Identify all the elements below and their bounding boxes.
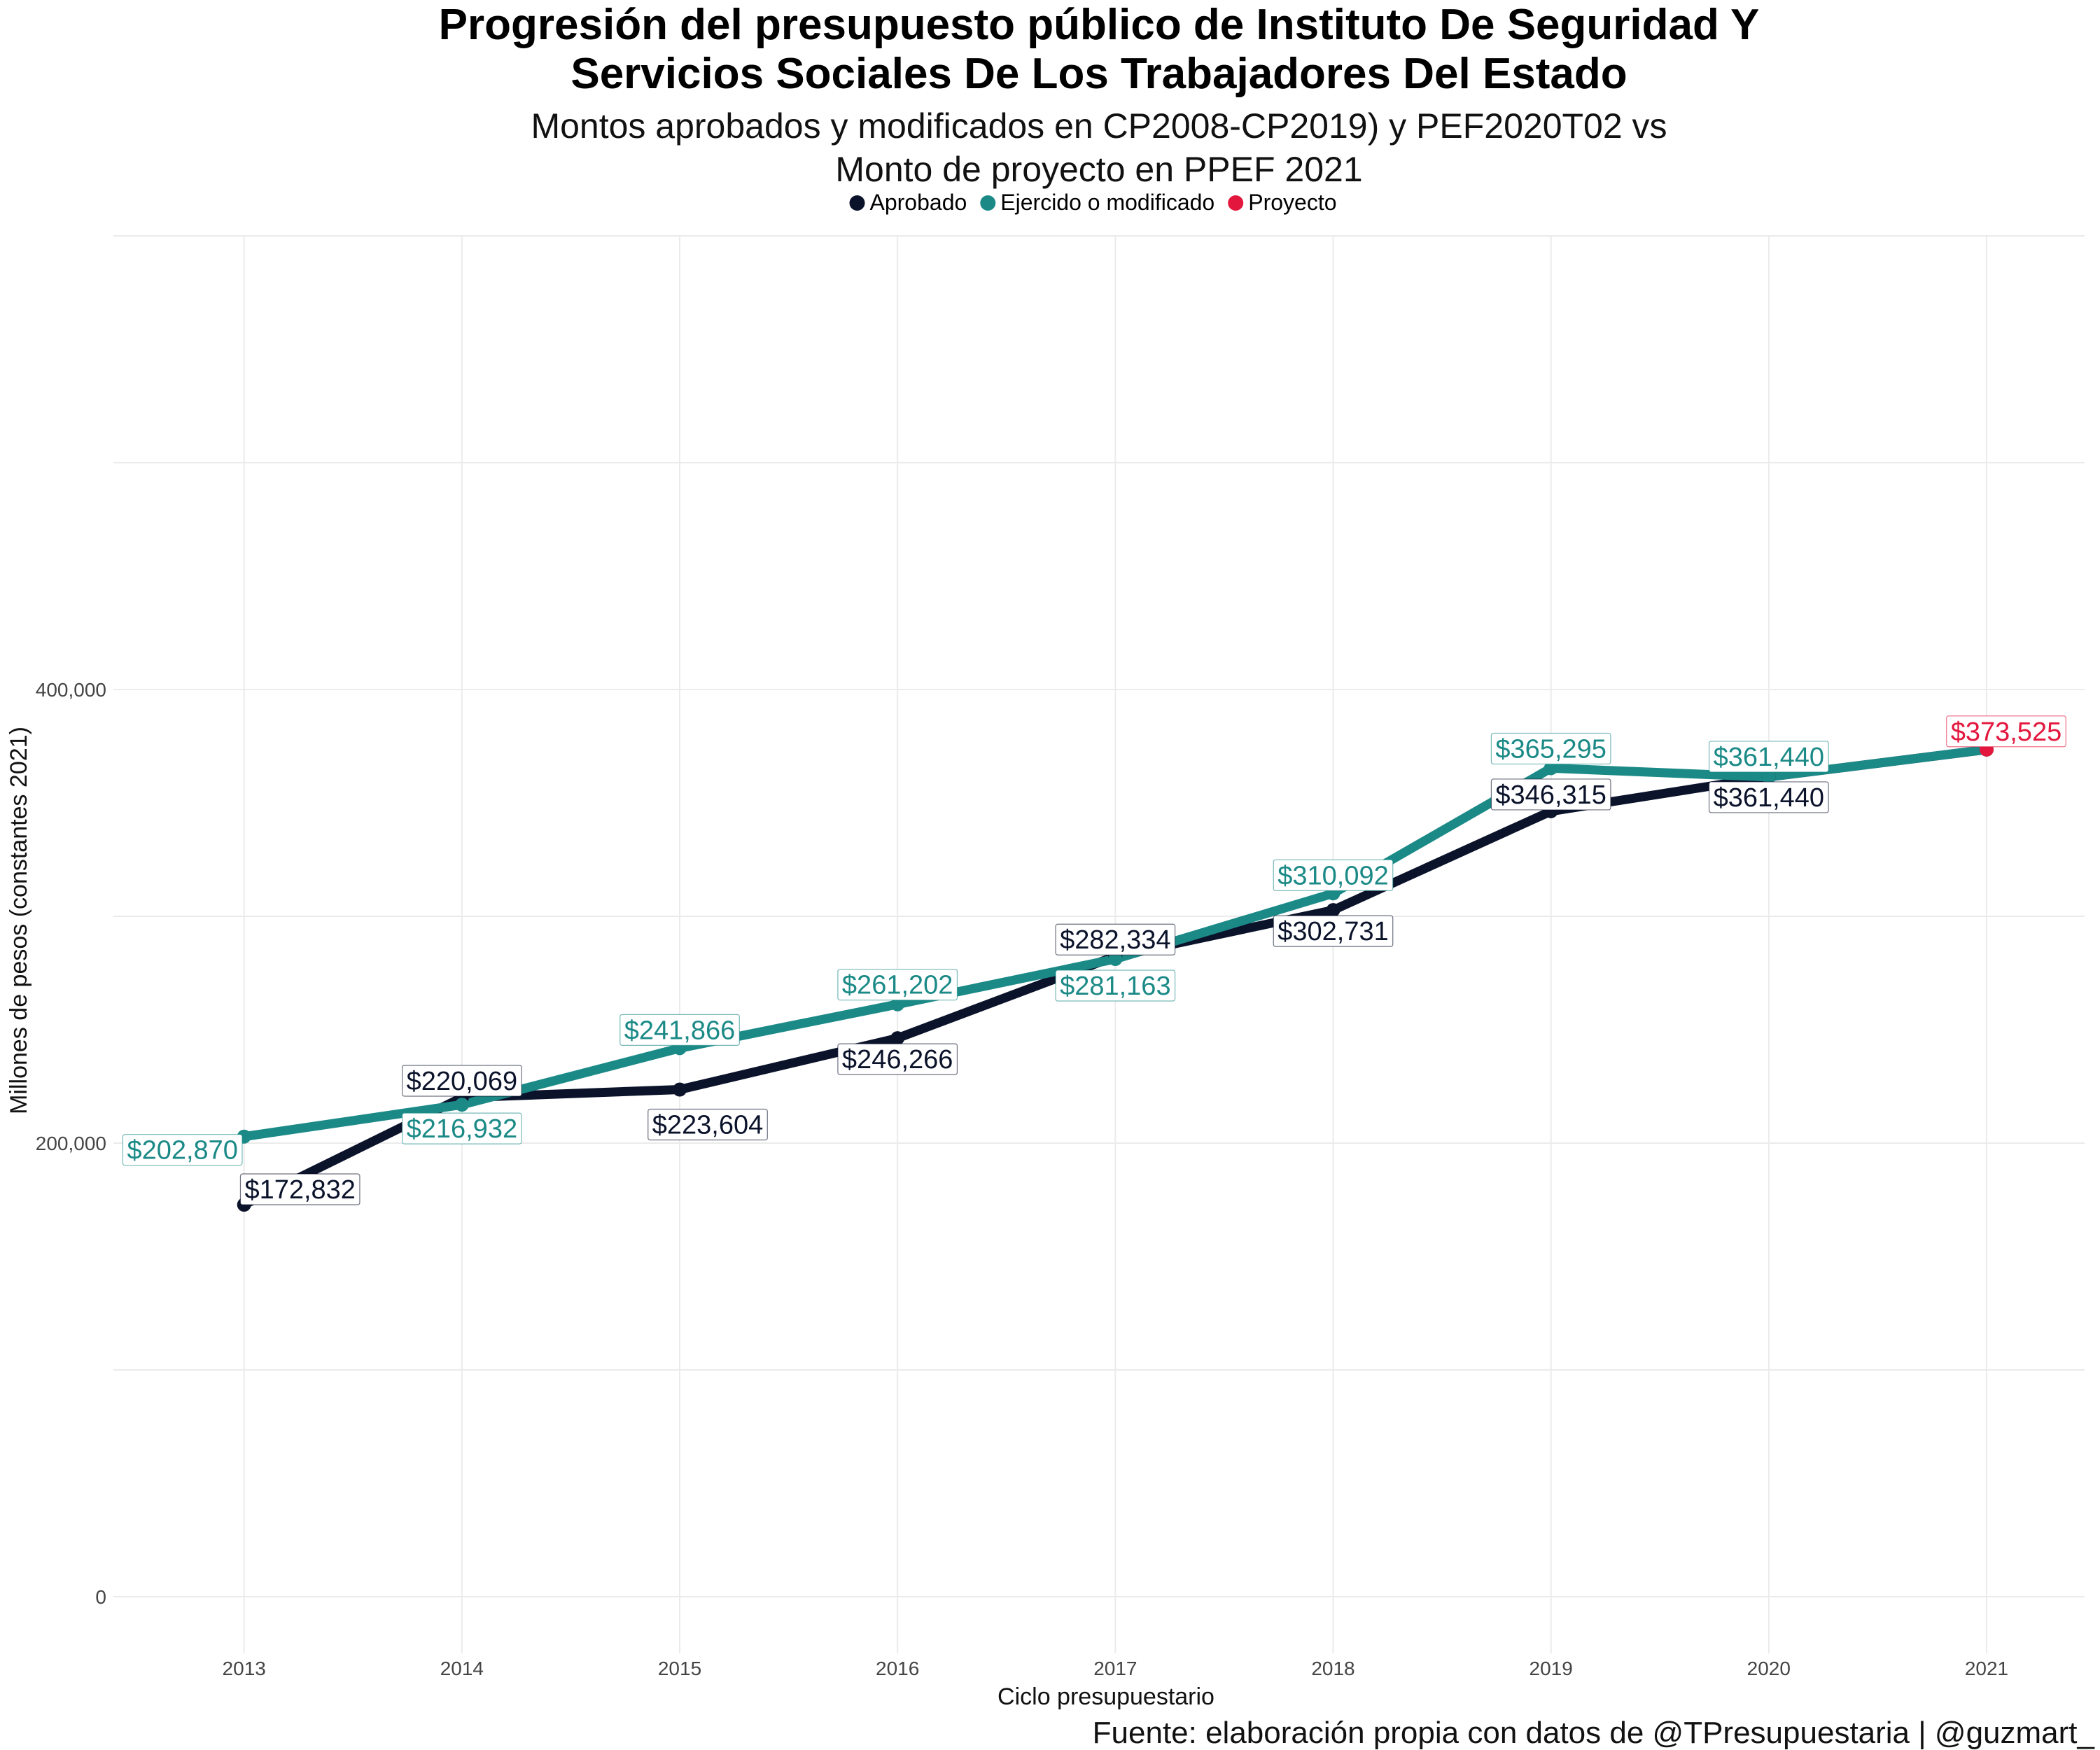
data-point (1108, 952, 1123, 967)
x-tick-label: 2015 (658, 1658, 701, 1679)
data-label: $282,334 (1055, 923, 1176, 955)
data-label: $223,604 (648, 1108, 768, 1141)
data-point (1544, 761, 1558, 776)
data-label-text: $310,092 (1278, 861, 1389, 890)
data-label: $373,525 (1946, 715, 2066, 748)
source-caption: Fuente: elaboración propia con datos de … (1093, 1716, 2095, 1750)
x-tick-label: 2021 (1965, 1658, 2008, 1679)
y-tick-label: 0 (95, 1586, 106, 1608)
data-label-text: $223,604 (652, 1111, 764, 1140)
legend-item: Ejercido o modificado (980, 190, 1214, 215)
legend-label: Proyecto (1248, 190, 1336, 215)
data-label-text: $365,295 (1495, 734, 1606, 764)
y-tick-label: 200,000 (36, 1133, 106, 1154)
data-point (673, 1082, 687, 1097)
x-tick-label: 2018 (1311, 1658, 1354, 1679)
data-point (890, 1031, 905, 1046)
chart-subtitle-line: Montos aprobados y modificados en CP2008… (531, 106, 1667, 146)
data-label: $246,266 (837, 1043, 958, 1075)
data-label-text: $361,440 (1714, 783, 1825, 813)
x-tick-label: 2017 (1093, 1658, 1137, 1679)
legend-key-icon (980, 195, 996, 211)
data-label: $310,092 (1273, 859, 1394, 891)
y-axis-ticks: 0 200,000 400,000 (36, 679, 106, 1608)
data-label: $202,870 (122, 1134, 243, 1166)
x-tick-label: 2014 (440, 1658, 484, 1679)
data-label: $281,163 (1055, 969, 1176, 1002)
legend-key-icon (1228, 195, 1244, 211)
x-tick-label: 2016 (876, 1658, 919, 1679)
data-label-text: $346,315 (1495, 780, 1606, 810)
data-label-text: $220,069 (407, 1067, 518, 1096)
data-label-text: $302,731 (1278, 917, 1389, 946)
legend-label: Aprobado (870, 190, 967, 215)
legend-key-icon (849, 195, 865, 211)
legend-item: Proyecto (1228, 190, 1337, 215)
data-label-text: $241,866 (624, 1016, 736, 1045)
data-label: $365,295 (1490, 732, 1611, 765)
data-label-text: $246,266 (842, 1045, 953, 1074)
data-point (454, 1098, 469, 1112)
chart-title-line: Servicios Sociales De Los Trabajadores D… (570, 50, 1627, 98)
x-tick-label: 2020 (1747, 1658, 1791, 1679)
data-labels: $172,832 $220,069 $223,604 $246,266 $282,334… (122, 715, 2066, 1205)
data-label: $361,440 (1708, 741, 1829, 773)
data-label: $361,440 (1708, 781, 1829, 813)
data-label: $302,731 (1273, 915, 1394, 947)
chart-titles: Progresión del presupuesto público de In… (439, 1, 1760, 189)
data-label-text: $261,202 (842, 971, 953, 1000)
data-label-text: $282,334 (1060, 925, 1171, 955)
data-point (1326, 903, 1340, 918)
data-point (890, 997, 905, 1011)
data-label-text: $172,832 (244, 1175, 356, 1205)
data-label: $216,932 (402, 1112, 522, 1144)
data-label: $172,832 (239, 1173, 360, 1205)
data-label-text: $202,870 (127, 1136, 238, 1166)
legend-item: Aprobado (849, 190, 967, 215)
x-tick-label: 2013 (223, 1658, 266, 1679)
data-label-text: $373,525 (1951, 718, 2062, 747)
y-tick-label: 400,000 (36, 679, 106, 701)
y-axis-title: Millones de pesos (constantes 2021) (6, 727, 32, 1114)
chart-title-line: Progresión del presupuesto público de In… (439, 1, 1760, 49)
data-label-text: $281,163 (1060, 972, 1171, 1001)
x-tick-label: 2019 (1530, 1658, 1573, 1679)
data-label: $241,866 (620, 1014, 740, 1046)
data-point (1761, 769, 1776, 784)
data-label: $220,069 (402, 1065, 522, 1097)
legend-label: Ejercido o modificado (1000, 190, 1214, 215)
x-axis-title: Ciclo presupuestario (997, 1684, 1214, 1710)
data-label: $346,315 (1490, 778, 1611, 811)
data-label: $261,202 (837, 969, 958, 1001)
x-axis-ticks: 2013 2014 2015 2016 2017 2018 2019 2020 2021 (223, 1658, 2009, 1679)
data-label-text: $361,440 (1714, 743, 1825, 772)
data-label-text: $216,932 (407, 1114, 518, 1144)
chart-subtitle-line: Monto de proyecto en PPEF 2021 (835, 150, 1362, 189)
chart-legend: Aprobado Ejercido o modificado Proyecto (849, 190, 1337, 215)
